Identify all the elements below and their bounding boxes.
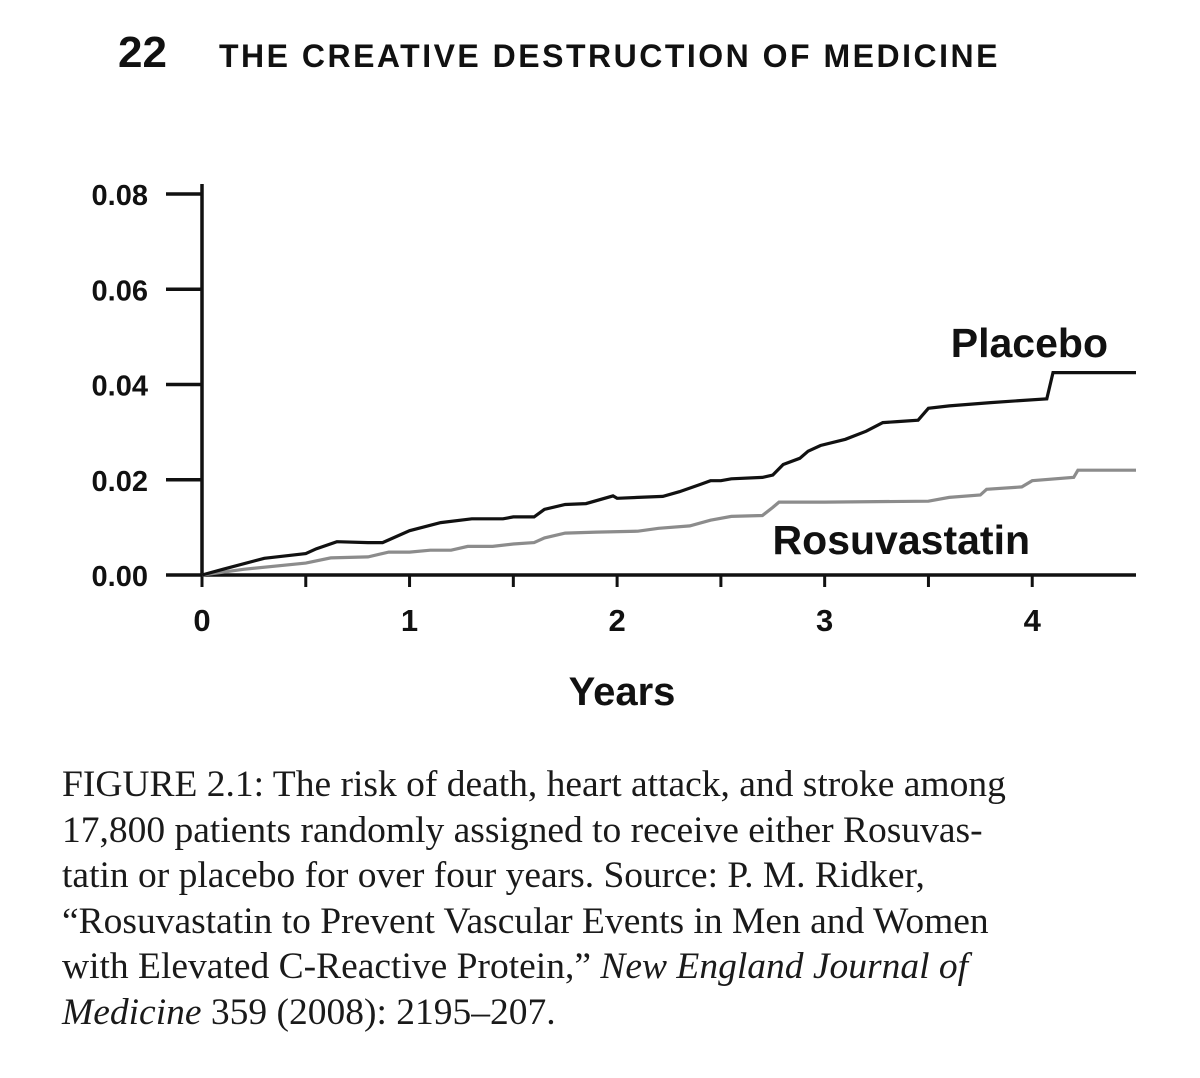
chart-labels: Years Placebo Rosuvastatin	[569, 320, 1108, 714]
x-tick-label: 3	[816, 603, 833, 638]
journal-name: Medicine	[62, 991, 202, 1033]
running-head-title: THE CREATIVE DESTRUCTION OF MEDICINE	[218, 38, 1000, 74]
figure-caption: FIGURE 2.1: The risk of death, heart att…	[62, 762, 1162, 1035]
y-tick-label: 0.08	[92, 180, 148, 212]
km-chart: 0.00 0.02 0.04 0.06 0.08 0 1 2 3 4 Years Placebo Ro…	[92, 180, 1136, 714]
page-number: 22	[118, 28, 167, 77]
y-tick-label: 0.02	[92, 466, 148, 498]
caption-line: tatin or placebo for over four years. So…	[62, 855, 925, 896]
caption-line: 17,800 patients randomly assigned to rec…	[62, 809, 983, 851]
x-tick-label: 1	[401, 603, 418, 638]
caption-text: 359 (2008): 2195–207.	[201, 991, 556, 1033]
y-tick-label: 0.06	[92, 275, 148, 307]
series-line-placebo	[201, 371, 1136, 577]
caption-line: with Elevated C-Reactive Protein,” New E…	[62, 944, 1162, 990]
x-axis-title: Years	[569, 670, 676, 714]
series-line-rosuvastatin	[201, 468, 1136, 577]
y-tick-label: 0.04	[92, 371, 148, 403]
x-tick-label: 4	[1024, 603, 1042, 638]
y-tick-label: 0.00	[92, 561, 148, 593]
chart-series	[201, 371, 1136, 577]
series-label-placebo: Placebo	[951, 320, 1108, 366]
x-tick-label: 0	[193, 603, 210, 638]
chart-axes	[166, 184, 1136, 577]
x-tick-label: 2	[608, 603, 625, 638]
series-label-rosuvastatin: Rosuvastatin	[773, 517, 1030, 563]
chart-ticks: 0.00 0.02 0.04 0.06 0.08 0 1 2 3 4	[92, 180, 1042, 638]
caption-line: Medicine 359 (2008): 2195–207.	[62, 990, 1162, 1036]
caption-text: with Elevated C-Reactive Protein,”	[62, 946, 601, 987]
caption-line: “Rosuvastatin to Prevent Vascular Events…	[62, 900, 989, 942]
journal-name: New England Journal of	[600, 946, 969, 987]
page-header: 22 THE CREATIVE DESTRUCTION OF MEDICINE	[118, 28, 1000, 78]
caption-line: FIGURE 2.1: The risk of death, heart att…	[62, 764, 1006, 805]
